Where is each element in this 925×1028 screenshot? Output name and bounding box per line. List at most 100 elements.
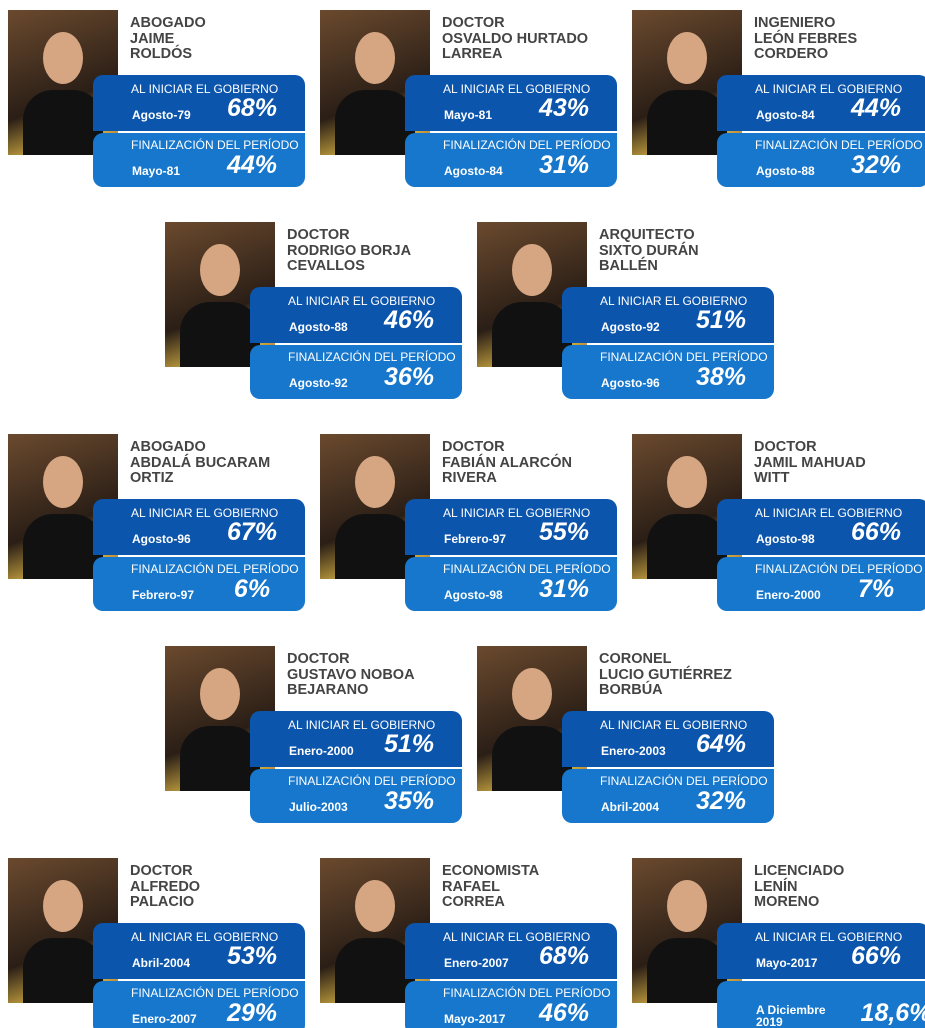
start-date: Abril-2004 xyxy=(132,956,191,970)
portrait-face xyxy=(355,456,395,508)
start-label: AL INICIAR EL GOBIERNO xyxy=(600,294,748,308)
start-label: AL INICIAR EL GOBIERNO xyxy=(600,718,748,732)
start-label: AL INICIAR EL GOBIERNO xyxy=(755,930,903,944)
president-name: DOCTOR RODRIGO BORJA CEVALLOS xyxy=(287,227,411,275)
name-line: SIXTO DURÁN xyxy=(599,242,699,259)
end-panel xyxy=(405,981,617,1028)
start-percent: 51% xyxy=(383,730,435,758)
end-percent: 6% xyxy=(233,575,271,603)
end-date: Agosto-96 xyxy=(601,376,660,390)
name-line: ABDALÁ BUCARAM xyxy=(130,454,271,471)
president-name: LICENCIADO LENÍN MORENO xyxy=(754,863,845,911)
start-panel xyxy=(275,287,462,343)
portrait xyxy=(632,858,742,1003)
end-panel xyxy=(250,769,462,823)
portrait-suit xyxy=(492,726,572,791)
end-percent: 18,6% xyxy=(860,999,925,1027)
name-line: CEVALLOS xyxy=(287,258,365,274)
start-date: Agosto-84 xyxy=(756,108,815,122)
name-line: LARREA xyxy=(442,46,503,62)
portrait-face xyxy=(43,880,83,932)
end-percent: 31% xyxy=(538,575,590,603)
president-card: DOCTOR JAMIL MAHUAD WITT AL INICIAR EL GOBI… xyxy=(632,434,925,614)
start-label: AL INICIAR EL GOBIERNO xyxy=(131,506,279,520)
end-label: FINALIZACIÓN DEL PERÍODO xyxy=(288,350,456,364)
portrait xyxy=(320,434,430,579)
portrait-suit xyxy=(647,90,727,155)
end-percent: 46% xyxy=(538,999,590,1027)
end-panel xyxy=(93,981,305,1028)
end-date: Abril-2004 xyxy=(601,800,660,814)
end-label: FINALIZACIÓN DEL PERÍODO xyxy=(755,562,923,576)
name-line: LENÍN xyxy=(754,878,798,895)
start-panel xyxy=(742,499,925,555)
name-line: ECONOMISTA xyxy=(442,863,540,879)
start-date: Enero-2003 xyxy=(601,744,666,758)
portrait-face xyxy=(667,32,707,84)
start-panel xyxy=(118,923,305,979)
start-panel xyxy=(275,711,462,767)
end-panel xyxy=(250,345,462,399)
end-percent: 36% xyxy=(383,363,435,391)
start-date: Agosto-79 xyxy=(132,108,191,122)
start-panel xyxy=(118,499,305,555)
name-line: WITT xyxy=(754,470,790,486)
start-panel xyxy=(430,923,617,979)
portrait-suit xyxy=(23,514,103,579)
end-label: FINALIZACIÓN DEL PERÍODO xyxy=(288,774,456,788)
end-panel xyxy=(93,133,305,187)
start-label: AL INICIAR EL GOBIERNO xyxy=(443,930,591,944)
end-label: FINALIZACIÓN DEL PERÍODO xyxy=(131,138,299,152)
portrait-face xyxy=(512,668,552,720)
president-name: ECONOMISTA RAFAEL CORREA xyxy=(442,863,540,911)
name-line: LICENCIADO xyxy=(754,863,845,879)
name-line: ALFREDO xyxy=(130,878,201,895)
name-line: BEJARANO xyxy=(287,682,369,698)
name-line: ABOGADO xyxy=(130,439,206,455)
president-card: ECONOMISTA RAFAEL CORREA AL INICIAR EL GOBI… xyxy=(320,858,620,1028)
name-line: PALACIO xyxy=(130,894,195,910)
name-line: LUCIO GUTIÉRREZ xyxy=(599,666,732,683)
start-percent: 64% xyxy=(695,730,747,758)
start-date: Agosto-88 xyxy=(289,320,348,334)
portrait-suit xyxy=(492,302,572,367)
start-label: AL INICIAR EL GOBIERNO xyxy=(288,294,436,308)
name-line: CORDERO xyxy=(754,46,829,62)
end-label: FINALIZACIÓN DEL PERÍODO xyxy=(131,986,299,1000)
end-date: Mayo-81 xyxy=(132,164,181,178)
end-percent: 44% xyxy=(226,151,278,179)
start-date: Enero-2000 xyxy=(289,744,354,758)
president-name: DOCTOR OSVALDO HURTADO LARREA xyxy=(442,15,588,63)
start-label: AL INICIAR EL GOBIERNO xyxy=(443,506,591,520)
end-percent: 31% xyxy=(538,151,590,179)
end-date: Enero-2000 xyxy=(756,588,821,602)
start-label: AL INICIAR EL GOBIERNO xyxy=(755,506,903,520)
end-date: Enero-2007 xyxy=(132,1012,197,1026)
president-card: ABOGADO ABDALÁ BUCARAM ORTIZ AL INICIAR EL … xyxy=(8,434,308,614)
end-date: A Diciembre 2019 xyxy=(756,1003,826,1028)
president-card: DOCTOR OSVALDO HURTADO LARREA AL INICIAR EL… xyxy=(320,10,620,190)
start-panel xyxy=(430,75,617,131)
president-name: DOCTOR JAMIL MAHUAD WITT xyxy=(754,439,866,487)
start-percent: 68% xyxy=(538,942,590,970)
portrait-face xyxy=(200,668,240,720)
name-line: RIVERA xyxy=(442,470,497,486)
portrait-suit xyxy=(23,938,103,1003)
portrait xyxy=(320,10,430,155)
end-panel xyxy=(717,133,925,187)
end-date: Mayo-2017 xyxy=(444,1012,506,1026)
end-date: Julio-2003 xyxy=(289,800,348,814)
start-panel xyxy=(742,75,925,131)
start-percent: 44% xyxy=(850,94,902,122)
president-card: DOCTOR GUSTAVO NOBOA BEJARANO AL INICIAR EL… xyxy=(165,646,465,826)
start-percent: 51% xyxy=(695,306,747,334)
end-label: FINALIZACIÓN DEL PERÍODO xyxy=(443,138,611,152)
end-panel xyxy=(562,345,774,399)
start-percent: 67% xyxy=(226,518,278,546)
end-date: Agosto-98 xyxy=(444,588,503,602)
name-line: BORBÚA xyxy=(599,682,663,698)
president-card: LICENCIADO LENÍN MORENO AL INICIAR EL GOBIE… xyxy=(632,858,925,1028)
start-label: AL INICIAR EL GOBIERNO xyxy=(288,718,436,732)
portrait-face xyxy=(667,456,707,508)
